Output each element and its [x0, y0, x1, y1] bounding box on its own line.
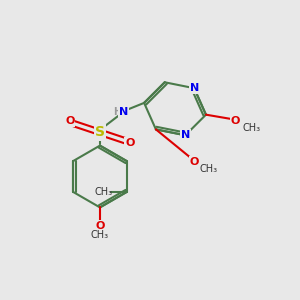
Text: CH₃: CH₃ — [242, 123, 261, 133]
Text: O: O — [231, 116, 240, 126]
Text: O: O — [65, 116, 75, 126]
Text: CH₃: CH₃ — [94, 187, 112, 197]
Text: H: H — [113, 107, 121, 117]
Text: CH₃: CH₃ — [91, 230, 109, 240]
Text: CH₃: CH₃ — [200, 164, 218, 174]
Text: N: N — [190, 83, 199, 93]
Text: O: O — [125, 138, 135, 148]
Text: O: O — [95, 221, 105, 231]
Text: N: N — [119, 107, 128, 117]
Text: O: O — [190, 157, 199, 167]
Text: S: S — [95, 125, 105, 139]
Text: N: N — [181, 130, 190, 140]
